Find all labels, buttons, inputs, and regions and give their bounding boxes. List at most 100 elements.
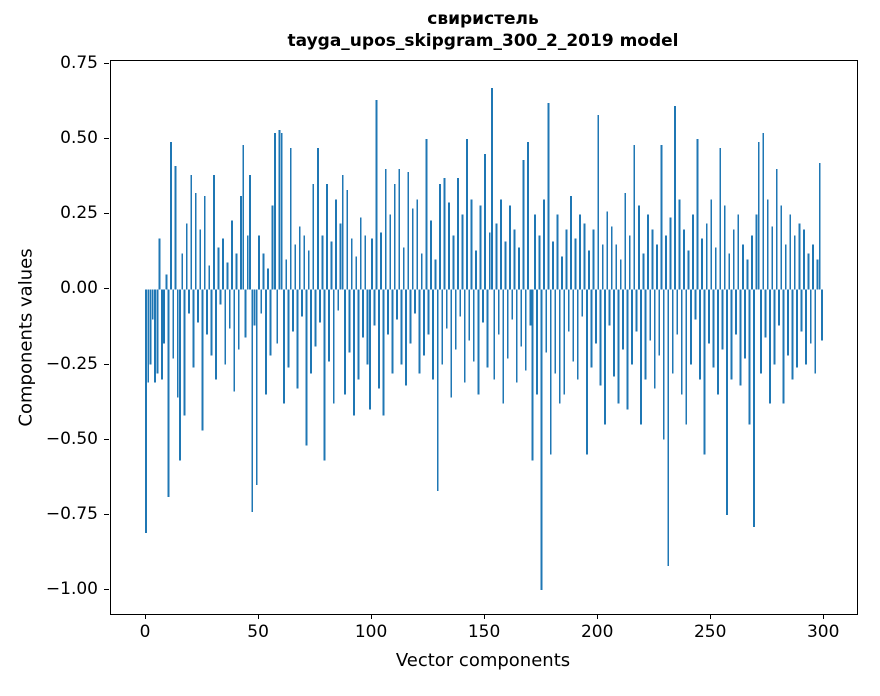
bar: [497, 289, 500, 335]
bar: [298, 226, 301, 290]
bar: [762, 133, 765, 290]
bar: [325, 184, 328, 290]
bar: [472, 289, 475, 362]
bar: [574, 238, 577, 290]
bar: [477, 289, 480, 395]
bar: [807, 253, 810, 290]
bar: [389, 214, 392, 290]
bar: [262, 253, 265, 290]
bar: [570, 196, 572, 290]
bar: [486, 289, 489, 368]
bar: [439, 184, 441, 290]
bar: [450, 289, 453, 398]
bar: [626, 289, 629, 410]
bar: [251, 289, 254, 512]
bar: [231, 220, 233, 290]
bar: [253, 289, 256, 326]
x-tick-mark: [710, 614, 712, 619]
bar: [495, 223, 498, 290]
x-tick-mark: [484, 614, 486, 619]
bar: [637, 205, 640, 290]
bar: [201, 289, 204, 431]
bar: [660, 145, 663, 290]
bar: [814, 289, 817, 374]
x-tick-mark: [597, 614, 599, 619]
bar: [701, 238, 704, 290]
bar: [728, 253, 731, 290]
bar: [481, 289, 484, 323]
bar: [685, 289, 688, 425]
bar: [339, 223, 342, 290]
bar: [757, 142, 760, 290]
bar: [285, 259, 288, 290]
bar: [750, 235, 753, 290]
bar: [348, 289, 351, 353]
bar: [264, 289, 267, 395]
bar: [678, 199, 681, 290]
bar: [696, 139, 699, 290]
bar: [190, 175, 193, 290]
bar: [687, 250, 690, 290]
bar: [739, 289, 742, 386]
bar: [619, 259, 622, 290]
bar: [540, 289, 543, 590]
bar: [258, 235, 260, 290]
bar: [662, 289, 665, 440]
bar: [812, 244, 814, 290]
y-tick-label: −0.25: [45, 353, 98, 374]
bar: [330, 241, 333, 290]
bar: [346, 190, 349, 290]
bar: [590, 289, 593, 368]
bar: [393, 184, 396, 290]
y-tick-mark: [104, 63, 109, 64]
bar: [154, 289, 156, 383]
y-tick-mark: [104, 513, 109, 515]
bar: [787, 289, 789, 356]
bar: [778, 289, 780, 326]
bar: [760, 289, 762, 374]
bar: [712, 289, 715, 368]
bar: [744, 289, 747, 359]
y-tick-label: 0.00: [60, 278, 98, 299]
bar: [538, 235, 541, 290]
y-tick-mark: [104, 438, 109, 440]
bar: [359, 217, 362, 290]
bar: [371, 238, 374, 290]
bar: [377, 289, 380, 389]
bar: [653, 289, 656, 389]
bar: [502, 289, 505, 404]
bar: [493, 289, 496, 380]
bar: [273, 133, 276, 290]
bar: [197, 289, 199, 323]
bar: [524, 289, 527, 371]
bar: [692, 214, 695, 290]
bar: [708, 289, 710, 344]
bar: [513, 229, 516, 290]
bar: [543, 199, 545, 290]
bar: [563, 289, 566, 395]
bar: [545, 289, 548, 353]
bar: [515, 289, 518, 383]
bar: [452, 235, 455, 290]
bar: [791, 289, 794, 380]
bar: [436, 289, 439, 491]
bar: [585, 289, 588, 455]
bar: [520, 289, 523, 347]
bar: [549, 289, 552, 455]
bar: [174, 166, 177, 290]
y-tick-mark: [104, 363, 109, 365]
bar: [504, 241, 507, 290]
bar: [533, 214, 536, 290]
bar: [192, 289, 195, 368]
bar: [628, 235, 631, 290]
bar: [364, 235, 367, 290]
bar: [771, 226, 774, 290]
bar: [798, 223, 801, 290]
bar: [337, 289, 340, 311]
bar: [181, 253, 184, 290]
x-tick-label: 250: [693, 622, 727, 642]
bar: [373, 289, 376, 326]
x-tick-label: 0: [139, 622, 151, 642]
bar: [212, 175, 215, 290]
